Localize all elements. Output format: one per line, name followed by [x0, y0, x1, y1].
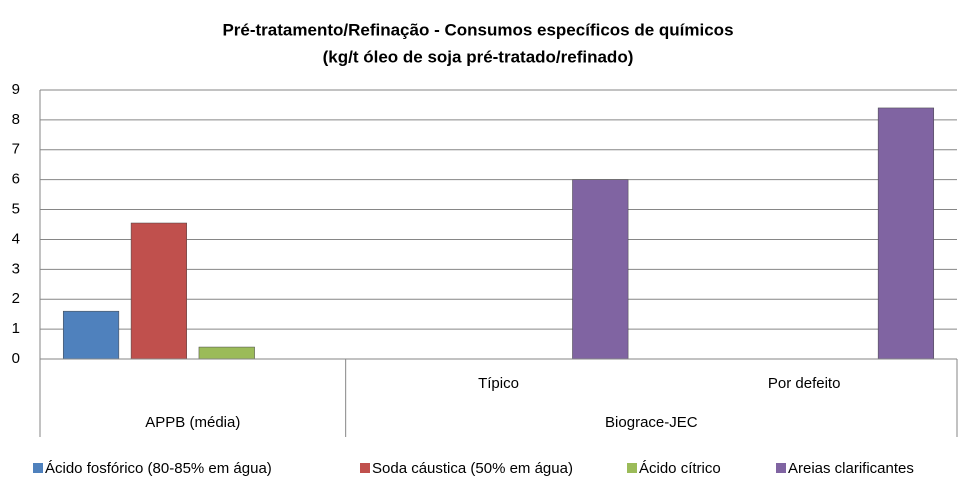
bar [62, 310, 120, 360]
x-tick-label: Típico [478, 375, 519, 392]
legend-label: Ácido fosfórico (80-85% em água) [45, 460, 272, 477]
y-tick-label: 5 [12, 201, 20, 218]
y-tick-label: 6 [12, 171, 20, 188]
y-tick-label: 0 [12, 350, 20, 367]
legend-swatch [776, 463, 786, 473]
y-tick-label: 2 [12, 290, 20, 307]
y-tick-label: 7 [12, 141, 20, 158]
y-tick-label: 9 [12, 81, 20, 98]
bar [877, 107, 935, 360]
bar [198, 346, 255, 360]
y-tick-label: 4 [12, 230, 20, 247]
y-tick-label: 3 [12, 260, 20, 277]
legend-swatch [360, 463, 370, 473]
legend-label: Soda cáustica (50% em água) [372, 460, 573, 477]
group-label: APPB (média) [145, 414, 240, 431]
group-label: Biograce-JEC [605, 414, 698, 431]
x-tick-label: Por defeito [768, 375, 841, 392]
legend-swatch [627, 463, 637, 473]
bar [572, 179, 629, 360]
chart-subtitle: (kg/t óleo de soja pré-tratado/refinado) [323, 47, 634, 66]
chart-title: Pré-tratamento/Refinação - Consumos espe… [222, 20, 733, 39]
y-tick-label: 8 [12, 111, 20, 128]
y-tick-label: 1 [12, 320, 20, 337]
bar [130, 222, 187, 360]
legend-label: Areias clarificantes [788, 460, 914, 477]
legend-swatch [33, 463, 43, 473]
legend-label: Ácido cítrico [639, 460, 721, 477]
